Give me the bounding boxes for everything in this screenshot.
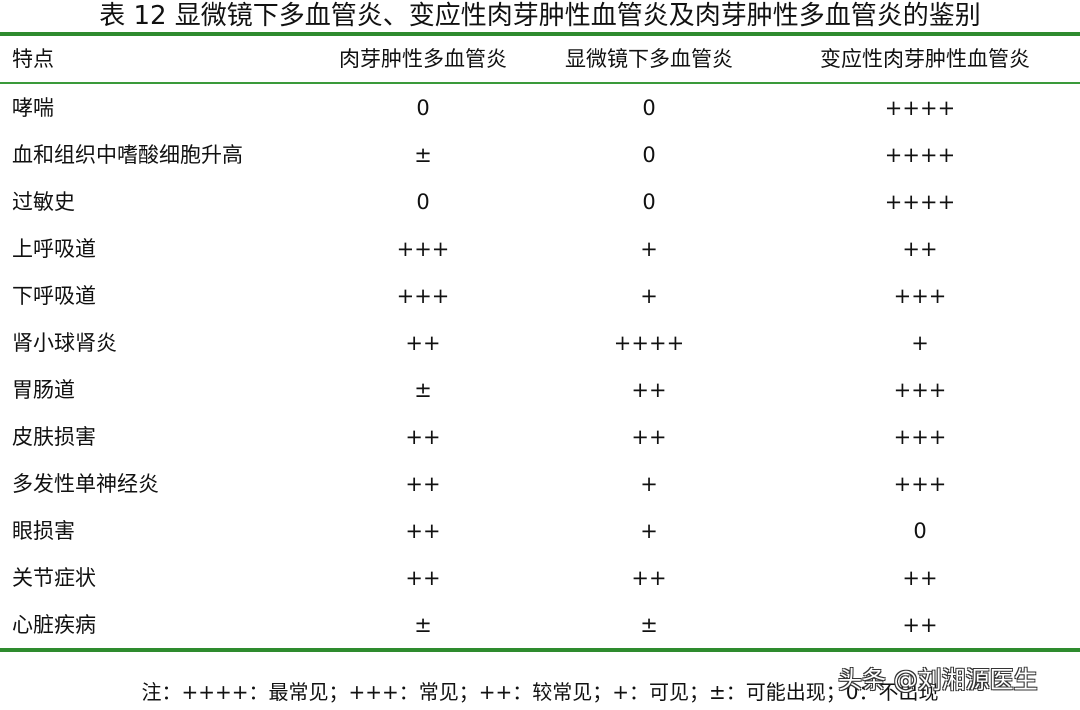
row-label: 胃肠道	[12, 378, 75, 402]
table-cell: 0	[642, 143, 656, 167]
watermark: 头条 @刘湘源医生	[838, 666, 1038, 694]
header-cell: 变应性肉芽肿性血管炎	[820, 47, 1030, 71]
table-cell: 0	[642, 190, 656, 214]
row-label: 多发性单神经炎	[12, 472, 159, 496]
row-label: 皮肤损害	[12, 425, 96, 449]
table-row: 过敏史 0 0 ++++	[0, 179, 1080, 226]
table-cell: ++	[631, 425, 667, 449]
table-cell: ++	[405, 331, 441, 355]
table-cell: ++++	[613, 331, 685, 355]
header-cell: 显微镜下多血管炎	[565, 47, 733, 71]
row-label: 哮喘	[12, 96, 54, 120]
table-cell: ++	[902, 566, 938, 590]
header-rule	[0, 82, 1080, 84]
header-cell: 特点	[12, 47, 54, 71]
table-cell: ±	[414, 613, 432, 637]
table-cell: +++	[396, 284, 450, 308]
table-cell: ++	[902, 237, 938, 261]
table-cell: +	[640, 519, 658, 543]
table-cell: +++	[893, 378, 947, 402]
row-label: 眼损害	[12, 519, 75, 543]
table-row: 下呼吸道 +++ + +++	[0, 273, 1080, 320]
table-cell: ++	[405, 425, 441, 449]
table-cell: +++	[893, 472, 947, 496]
table-cell: ++	[405, 519, 441, 543]
table-row: 心脏疾病 ± ± ++	[0, 602, 1080, 649]
table-note: 注：++++：最常见；+++：常见；++：较常见；+：可见；±：可能出现；0：不…	[141, 680, 939, 704]
table-cell: +	[640, 237, 658, 261]
table-cell: ±	[414, 378, 432, 402]
header-cell: 肉芽肿性多血管炎	[339, 47, 507, 71]
table-cell: 0	[416, 190, 430, 214]
table-cell: ±	[414, 143, 432, 167]
top-rule	[0, 32, 1080, 36]
table-cell: ++++	[884, 143, 956, 167]
table-cell: ++	[405, 566, 441, 590]
table-cell: 0	[642, 96, 656, 120]
row-label: 心脏疾病	[12, 613, 96, 637]
table-row: 关节症状 ++ ++ ++	[0, 555, 1080, 602]
table-cell: +	[640, 284, 658, 308]
table-row: 皮肤损害 ++ ++ +++	[0, 414, 1080, 461]
row-label: 上呼吸道	[12, 237, 96, 261]
row-label: 下呼吸道	[12, 284, 96, 308]
table-title: 表 12 显微镜下多血管炎、变应性肉芽肿性血管炎及肉芽肿性多血管炎的鉴别	[99, 1, 981, 31]
table-row: 多发性单神经炎 ++ + +++	[0, 461, 1080, 508]
table-cell: ++	[902, 613, 938, 637]
header-row: 特点 肉芽肿性多血管炎 显微镜下多血管炎 变应性肉芽肿性血管炎	[0, 36, 1080, 83]
table-cell: ++	[405, 472, 441, 496]
table-cell: +++	[396, 237, 450, 261]
table-row: 血和组织中嗜酸细胞升高 ±0 ++++	[0, 132, 1080, 179]
table-row: 上呼吸道 +++ + ++	[0, 226, 1080, 273]
table-cell: 0	[416, 96, 430, 120]
table-cell: 0	[913, 519, 927, 543]
table-row: 眼损害 ++ +0	[0, 508, 1080, 555]
table-cell: ++	[631, 378, 667, 402]
table-cell: ++++	[884, 96, 956, 120]
bottom-rule	[0, 648, 1080, 652]
table-cell: ±	[640, 613, 658, 637]
table-row: 胃肠道 ± ++ +++	[0, 367, 1080, 414]
row-label: 过敏史	[12, 190, 75, 214]
row-label: 血和组织中嗜酸细胞升高	[12, 143, 243, 167]
table-cell: ++	[631, 566, 667, 590]
row-label: 肾小球肾炎	[12, 331, 117, 355]
table-cell: +++	[893, 284, 947, 308]
table-row: 哮喘 0 0 ++++	[0, 85, 1080, 132]
row-label: 关节症状	[12, 566, 96, 590]
table-cell: +	[911, 331, 929, 355]
table-row: 肾小球肾炎 ++ ++++ +	[0, 320, 1080, 367]
table-cell: +	[640, 472, 658, 496]
table-cell: +++	[893, 425, 947, 449]
table-cell: ++++	[884, 190, 956, 214]
